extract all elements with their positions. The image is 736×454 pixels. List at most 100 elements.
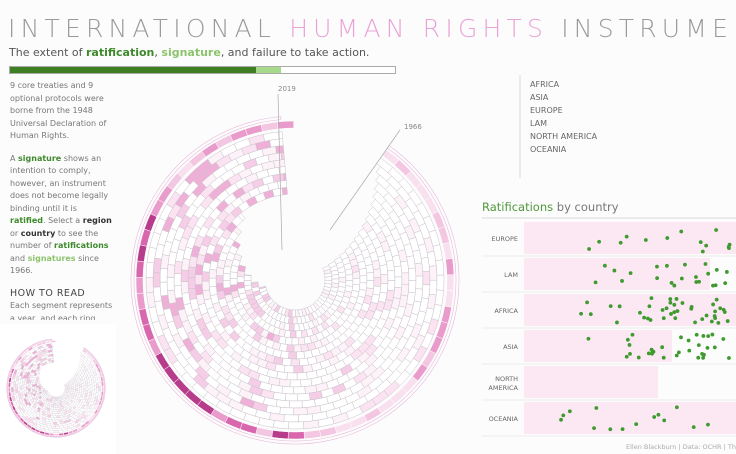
segment: [283, 173, 287, 181]
axis-line: [277, 93, 283, 251]
region-option[interactable]: ASIA: [530, 93, 549, 102]
segment: [36, 389, 40, 392]
segment: [283, 414, 299, 423]
dot: [628, 351, 632, 356]
segment: [55, 419, 60, 423]
segment: [53, 415, 57, 419]
outer-ring: [6, 338, 106, 438]
dot: [700, 351, 704, 356]
text: ratification: [86, 46, 155, 59]
segment: [277, 180, 288, 189]
dot: [593, 280, 598, 285]
dot: [602, 263, 607, 268]
text: ratified: [10, 216, 43, 225]
dot: [705, 345, 710, 350]
outer-segment: [8, 391, 12, 398]
row-label: OCEANIA: [489, 415, 519, 423]
region-option[interactable]: EUROPE: [530, 106, 563, 115]
footer: Ellen Blackburn | Data: OCHR | The N: [626, 443, 736, 451]
segment: [11, 387, 14, 392]
segment: [21, 384, 25, 389]
dot: [669, 312, 673, 316]
segment: [69, 386, 72, 389]
row-label: ASIA: [503, 343, 518, 351]
dot: [701, 355, 706, 360]
segment: [56, 403, 59, 406]
dot: [722, 310, 727, 314]
dot: [683, 262, 687, 267]
segment: [25, 389, 29, 393]
dot: [586, 336, 591, 341]
dot: [706, 334, 711, 339]
segment: [97, 390, 101, 396]
dot: [704, 243, 709, 248]
segment: [11, 382, 14, 388]
segment: [36, 387, 39, 390]
segment: [229, 284, 239, 293]
segment: [15, 388, 18, 393]
segment: [52, 428, 58, 431]
dot: [698, 240, 703, 245]
dot: [672, 283, 677, 288]
segment: [281, 386, 294, 395]
segment: [435, 259, 445, 276]
region-option[interactable]: OCEANIA: [530, 145, 567, 154]
outer-segment: [135, 260, 145, 278]
region-option[interactable]: NORTH AMERICA: [530, 132, 598, 141]
segment: [288, 400, 303, 409]
thumbnail-chart: [6, 338, 106, 438]
segment: [359, 275, 368, 284]
outer-segment: [276, 120, 294, 130]
dot: [675, 309, 680, 313]
text: and: [10, 253, 28, 263]
dot: [625, 337, 630, 342]
segment: [50, 353, 54, 357]
segment: [298, 413, 314, 423]
outer-segment: [48, 432, 55, 436]
segment: [166, 277, 175, 291]
segment: [49, 430, 55, 433]
segment: [54, 417, 58, 421]
row-bar: [524, 402, 736, 434]
dot: [674, 353, 679, 358]
dot: [668, 297, 673, 301]
dot: [592, 426, 596, 431]
outer-segment: [50, 340, 56, 343]
segment: [288, 351, 297, 360]
segment: [50, 343, 53, 346]
outer-segment: [442, 242, 453, 260]
segment: [299, 357, 309, 367]
segment: [92, 386, 95, 391]
region-option[interactable]: AFRICA: [530, 80, 560, 89]
dot: [713, 316, 718, 321]
dot: [665, 236, 670, 240]
outer-segment: [100, 390, 104, 397]
radial-chart: [130, 116, 460, 445]
segment: [54, 403, 57, 406]
segment: [145, 277, 154, 293]
segment: [345, 274, 354, 281]
dot: [594, 406, 599, 410]
segment: [338, 271, 347, 278]
dot: [723, 281, 728, 286]
axis-line: [329, 129, 401, 231]
dot: [706, 422, 710, 427]
segment: [89, 388, 93, 392]
outer-segment: [8, 381, 12, 388]
segment: [56, 409, 60, 412]
region-option[interactable]: LAM: [530, 119, 548, 128]
dot: [647, 304, 652, 309]
row-bar: [524, 294, 736, 326]
segment: [53, 430, 59, 433]
dot: [709, 319, 714, 324]
segment: [159, 281, 169, 297]
segment: [51, 426, 56, 429]
segment: [401, 272, 410, 285]
dot: [700, 249, 705, 254]
segment: [373, 268, 382, 279]
segment: [279, 406, 294, 416]
text: since 1966.: [10, 253, 99, 276]
segment: [98, 386, 101, 392]
dot: [638, 310, 642, 315]
segment: [23, 387, 27, 391]
